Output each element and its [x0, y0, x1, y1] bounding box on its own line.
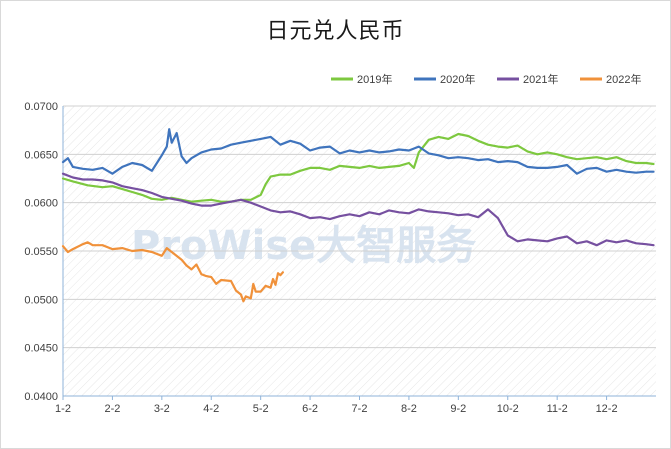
- series-line-2022年: [61, 241, 284, 303]
- legend: 2019年 2020年 2021年 2022年: [331, 72, 641, 86]
- y-axis: 0.0700 0.0650 0.0600 0.0550 0.0500 0.0450 0.04…: [24, 101, 64, 403]
- x-tick-label: 4-2: [203, 403, 219, 415]
- x-tick-label: 6-2: [302, 403, 318, 415]
- x-tick-label: 3-2: [154, 403, 170, 415]
- x-tick-label: 2-2: [104, 403, 120, 415]
- watermark: ProWise大智服务: [131, 223, 476, 269]
- legend-label: 2022年: [606, 72, 641, 86]
- y-tick-label: 0.0650: [24, 149, 58, 161]
- y-tick-label: 0.0450: [24, 343, 58, 355]
- series-lines: [61, 128, 655, 303]
- series-line-2021年: [61, 172, 655, 247]
- legend-label: 2021年: [523, 72, 558, 86]
- y-tick-label: 0.0500: [24, 294, 58, 306]
- x-tick-label: 11-2: [547, 403, 568, 415]
- y-tick-label: 0.0600: [24, 198, 58, 210]
- y-tick-label: 0.0550: [24, 246, 58, 258]
- x-tick-label: 7-2: [352, 403, 368, 415]
- x-tick-label: 9-2: [450, 403, 466, 415]
- chart-title: 日元兑人民币: [266, 19, 405, 44]
- legend-label: 2019年: [357, 72, 392, 86]
- series-line-2020年: [61, 128, 655, 175]
- x-axis: 1-2 2-2 3-2 4-2 5-2 6-2 7-2 8-2 9-2 10-2 11-2 12-2: [55, 395, 656, 415]
- x-tick-label: 12-2: [596, 403, 618, 415]
- x-tick-label: 8-2: [401, 403, 417, 415]
- y-tick-label: 0.0700: [24, 101, 58, 113]
- x-tick-label: 1-2: [55, 403, 71, 415]
- x-tick-label: 5-2: [253, 403, 269, 415]
- x-tick-label: 10-2: [497, 403, 519, 415]
- y-tick-label: 0.0400: [24, 391, 58, 403]
- legend-label: 2020年: [440, 72, 475, 86]
